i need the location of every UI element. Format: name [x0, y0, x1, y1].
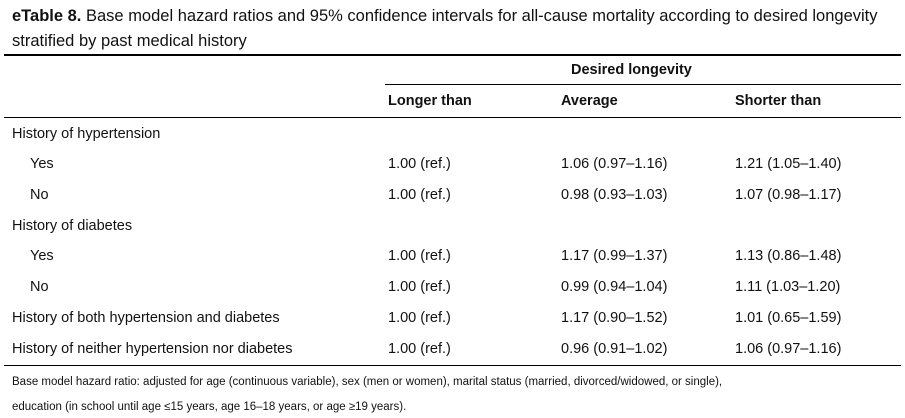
- cell-average: 1.17 (0.99–1.37): [561, 248, 668, 264]
- cell-average: 0.96 (0.91–1.02): [561, 341, 668, 357]
- cell-shorter: 1.07 (0.98–1.17): [735, 187, 842, 203]
- row-label: Yes: [30, 248, 54, 264]
- cell-shorter: 1.01 (0.65–1.59): [735, 310, 842, 326]
- cell-shorter: 1.06 (0.97–1.16): [735, 341, 842, 357]
- row-label: History of hypertension: [12, 126, 161, 142]
- cell-longer: 1.00 (ref.): [388, 341, 451, 357]
- table-caption: eTable 8. Base model hazard ratios and 9…: [12, 4, 897, 54]
- cell-average: 1.06 (0.97–1.16): [561, 156, 668, 172]
- cell-average: 0.98 (0.93–1.03): [561, 187, 668, 203]
- top-rule: [4, 54, 901, 56]
- row-label: History of diabetes: [12, 218, 133, 234]
- header-rule: [4, 117, 901, 118]
- column-header-average: Average: [561, 93, 618, 109]
- cell-longer: 1.00 (ref.): [388, 310, 451, 326]
- cell-shorter: 1.11 (1.03–1.20): [735, 279, 841, 295]
- column-header-shorter: Shorter than: [735, 93, 822, 109]
- row-label: History of neither hypertension nor diab…: [12, 341, 293, 357]
- cell-longer: 1.00 (ref.): [388, 156, 451, 172]
- row-label: History of both hypertension and diabete…: [12, 310, 280, 326]
- row-label: Yes: [30, 156, 54, 172]
- cell-longer: 1.00 (ref.): [388, 248, 451, 264]
- table-title: Base model hazard ratios and 95% confide…: [12, 7, 878, 50]
- column-group-header: Desired longevity: [571, 62, 692, 78]
- row-label: No: [30, 279, 49, 295]
- cell-shorter: 1.13 (0.86–1.48): [735, 248, 842, 264]
- row-label: No: [30, 187, 49, 203]
- cell-shorter: 1.21 (1.05–1.40): [735, 156, 842, 172]
- table-label: eTable 8.: [12, 7, 82, 25]
- footnote-line-1: Base model hazard ratio: adjusted for ag…: [12, 376, 723, 388]
- cell-average: 1.17 (0.90–1.52): [561, 310, 668, 326]
- column-group-rule: [385, 84, 901, 85]
- cell-average: 0.99 (0.94–1.04): [561, 279, 668, 295]
- footnote-line-2: education (in school until age ≤15 years…: [12, 401, 407, 413]
- cell-longer: 1.00 (ref.): [388, 187, 451, 203]
- bottom-rule: [4, 365, 901, 366]
- cell-longer: 1.00 (ref.): [388, 279, 451, 295]
- column-header-longer: Longer than: [388, 93, 472, 109]
